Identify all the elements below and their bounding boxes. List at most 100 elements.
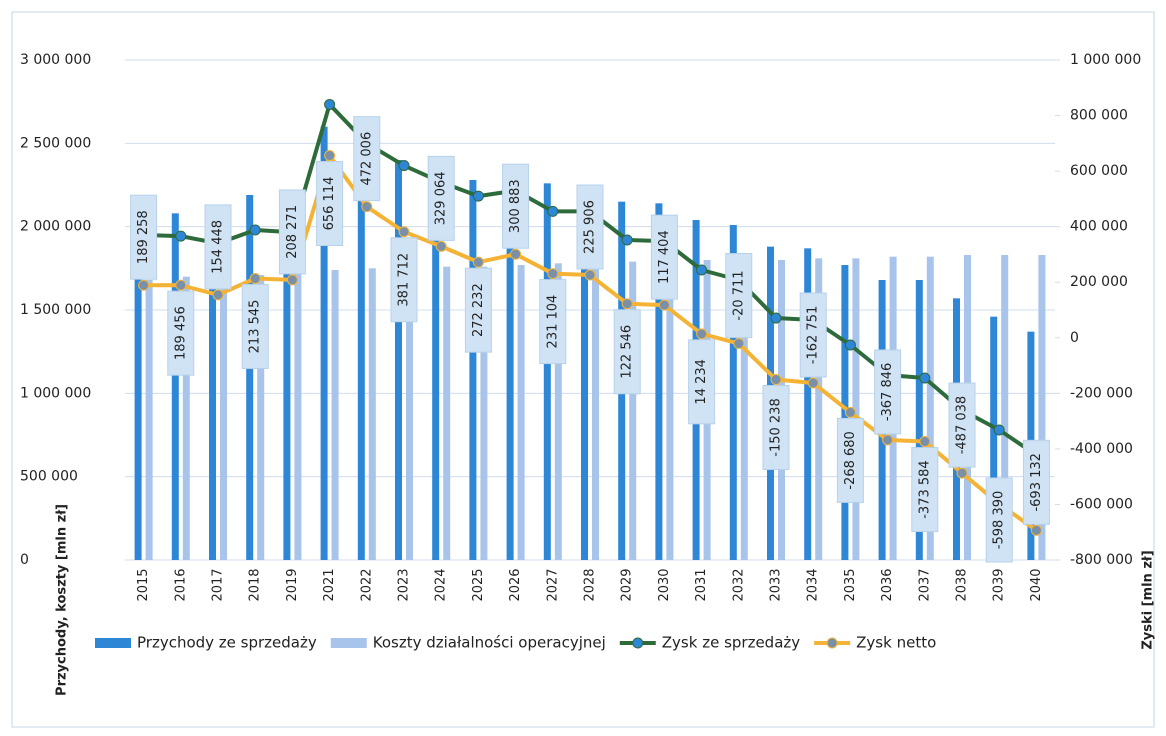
line-marker — [175, 230, 187, 242]
data-label: -367 846 — [880, 363, 895, 421]
data-label-box — [1022, 439, 1050, 525]
bar — [592, 263, 599, 560]
bar — [543, 183, 551, 561]
bar — [1001, 255, 1009, 560]
bar — [915, 280, 923, 560]
bar — [655, 203, 663, 561]
line-marker — [472, 190, 484, 202]
line-marker — [249, 272, 261, 284]
data-label: 14 234 — [694, 359, 709, 405]
line-marker — [138, 279, 150, 291]
line-marker — [1030, 524, 1042, 536]
data-label-box — [539, 279, 567, 365]
bar — [220, 276, 227, 560]
data-label: 656 114 — [322, 177, 337, 231]
x-tick-label: 2033 — [769, 568, 784, 601]
bar — [320, 126, 328, 561]
line-marker — [770, 312, 782, 324]
data-label-box — [464, 267, 492, 353]
x-tick-label: 2039 — [992, 568, 1007, 601]
data-label: 231 104 — [545, 295, 560, 349]
bar — [443, 266, 451, 560]
line-marker — [770, 374, 782, 386]
data-label-box — [502, 163, 530, 249]
bar — [506, 175, 514, 560]
line-marker — [621, 234, 633, 246]
line-marker — [956, 467, 968, 479]
legend-swatch — [826, 637, 838, 649]
x-tick-label: 2028 — [583, 568, 598, 601]
legend-swatch — [330, 638, 367, 648]
data-label: 225 906 — [583, 200, 598, 254]
bar — [331, 270, 339, 560]
bar — [841, 265, 849, 560]
data-label-box — [353, 116, 381, 202]
data-label: -487 038 — [955, 396, 970, 454]
line-marker — [472, 256, 484, 268]
y2-tick-label: 0 — [1070, 330, 1079, 346]
bar — [990, 316, 998, 560]
legend-swatch — [632, 637, 644, 649]
line-marker — [844, 339, 856, 351]
line-marker — [249, 224, 261, 236]
line-marker — [547, 205, 559, 217]
x-tick-label: 2024 — [434, 568, 449, 601]
line-marker — [993, 424, 1005, 436]
bar — [432, 173, 440, 561]
data-label-box — [948, 382, 976, 468]
x-tick-label: 2040 — [1029, 568, 1044, 601]
legend-label: Koszty działalności operacyjnej — [373, 634, 606, 652]
data-label-box — [576, 184, 604, 270]
y2-axis-title: Zyski [mln zł] — [1141, 550, 1156, 649]
line-marker — [844, 406, 856, 418]
line-marker — [175, 279, 187, 291]
bar — [815, 258, 823, 560]
bar — [406, 268, 413, 560]
bar — [740, 260, 748, 560]
x-tick-label: 2019 — [285, 568, 300, 601]
bar — [171, 213, 179, 561]
legend-label: Przychody ze sprzedaży — [137, 634, 317, 652]
data-label: 381 712 — [397, 253, 412, 307]
line-marker — [398, 160, 410, 172]
data-label: -268 680 — [843, 431, 858, 489]
line-marker — [361, 201, 373, 213]
data-label-box — [204, 204, 232, 290]
bar — [469, 180, 477, 560]
data-label: 117 404 — [657, 230, 672, 284]
y-tick-label: 2 500 000 — [20, 135, 91, 151]
data-label-box — [688, 339, 716, 425]
bar — [145, 280, 153, 560]
data-label-box — [390, 237, 418, 323]
bar — [629, 261, 637, 560]
x-tick-label: 2017 — [211, 568, 226, 601]
data-label: 329 064 — [434, 171, 449, 225]
bar — [581, 186, 588, 560]
bar — [729, 225, 737, 560]
data-label: -373 584 — [917, 460, 932, 518]
bar — [182, 276, 190, 560]
data-label-box — [241, 283, 269, 369]
data-label-box — [874, 349, 902, 435]
line-marker — [510, 248, 522, 260]
legend-label: Zysk netto — [856, 634, 936, 652]
data-label: -150 238 — [769, 398, 784, 456]
data-label: 189 456 — [173, 306, 188, 360]
y2-tick-label: 400 000 — [1070, 219, 1128, 235]
line-marker — [286, 274, 298, 286]
bar — [134, 218, 142, 561]
x-tick-label: 2016 — [173, 568, 188, 601]
bar — [283, 193, 291, 561]
y2-tick-label: -600 000 — [1070, 496, 1133, 512]
line-marker — [696, 264, 708, 276]
y-tick-label: 2 000 000 — [20, 219, 91, 235]
data-label: 300 883 — [508, 179, 523, 233]
y-tick-label: 1 000 000 — [20, 385, 91, 401]
x-tick-label: 2032 — [731, 568, 746, 601]
bar — [804, 248, 812, 561]
y-tick-label: 0 — [20, 552, 29, 568]
y-tick-label: 3 000 000 — [20, 52, 91, 68]
line-marker — [807, 377, 819, 389]
data-label: 208 271 — [285, 205, 300, 259]
line-marker — [324, 98, 336, 110]
